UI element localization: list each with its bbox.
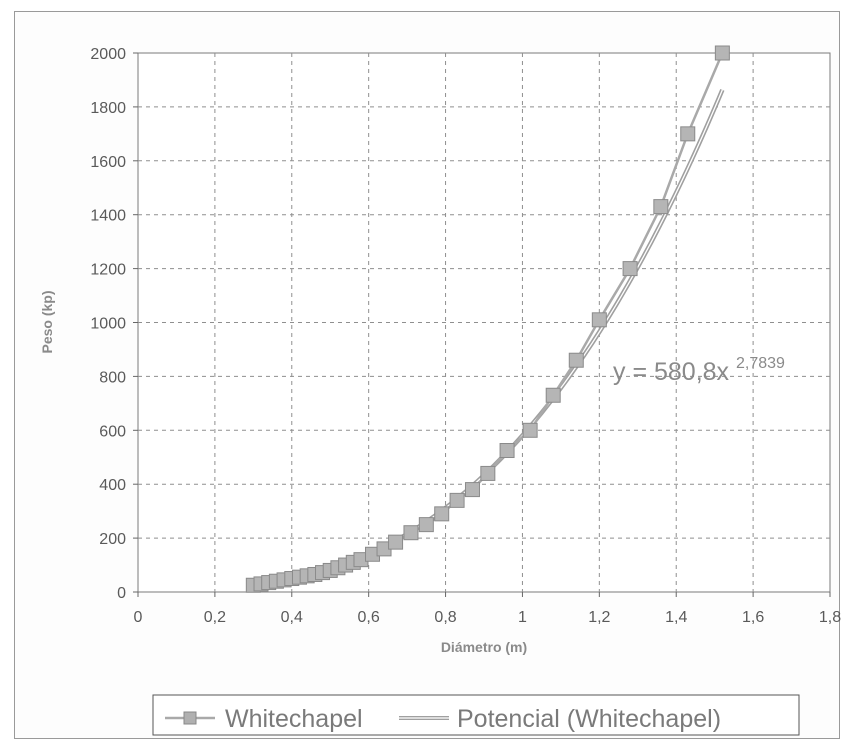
y-tick-label: 800 bbox=[99, 369, 126, 386]
data-point-whitechapel bbox=[388, 534, 404, 550]
data-point-whitechapel bbox=[522, 422, 538, 438]
x-tick-label: 0,4 bbox=[281, 609, 303, 626]
data-point-whitechapel bbox=[418, 517, 434, 533]
y-tick-label: 1200 bbox=[90, 262, 126, 279]
y-tick-label: 1000 bbox=[90, 316, 126, 333]
y-tick-label: 1800 bbox=[90, 100, 126, 117]
chart-frame: 0 0,2 0,4 0,6 0,8 1 1,2 1,4 1,6 1,8 0 200 400 600 800 1… bbox=[14, 11, 841, 739]
legend-label-potencial: Potencial (Whitechapel) bbox=[457, 705, 721, 733]
data-point-whitechapel bbox=[545, 387, 561, 403]
data-point-whitechapel bbox=[714, 45, 730, 61]
legend: Whitechapel Potencial (Whitechapel) bbox=[152, 694, 800, 736]
y-tick-label: 1400 bbox=[90, 208, 126, 225]
legend-marker-whitechapel bbox=[183, 711, 197, 725]
y-tick-label: 200 bbox=[99, 531, 126, 548]
y-tick-label: 400 bbox=[99, 477, 126, 494]
trendline-equation: y = 580,8x 2,7839 bbox=[613, 355, 785, 386]
y-axis-title: Peso (kp) bbox=[39, 290, 55, 353]
chart-svg: 0 0,2 0,4 0,6 0,8 1 1,2 1,4 1,6 1,8 0 200 400 600 800 1… bbox=[39, 45, 841, 736]
x-tick-label: 1,6 bbox=[742, 609, 764, 626]
y-tick-label: 0 bbox=[117, 585, 126, 602]
data-point-whitechapel bbox=[480, 465, 496, 481]
x-tick-label: 1 bbox=[518, 609, 527, 626]
y-tick-label: 1600 bbox=[90, 154, 126, 171]
data-point-whitechapel bbox=[680, 126, 696, 142]
legend-item-whitechapel: Whitechapel bbox=[165, 705, 363, 733]
y-tick-label: 2000 bbox=[90, 46, 126, 63]
x-tick-label: 0,2 bbox=[204, 609, 226, 626]
x-tick-label: 1,2 bbox=[588, 609, 610, 626]
legend-box bbox=[152, 694, 800, 736]
data-point-whitechapel bbox=[449, 492, 465, 508]
y-tick-label: 600 bbox=[99, 423, 126, 440]
x-tick-label: 0 bbox=[134, 609, 143, 626]
tick-layer: 0 0,2 0,4 0,6 0,8 1 1,2 1,4 1,6 1,8 0 200 400 600 800 1… bbox=[90, 46, 841, 626]
legend-item-potencial: Potencial (Whitechapel) bbox=[399, 705, 721, 733]
legend-label-whitechapel: Whitechapel bbox=[225, 705, 363, 733]
x-tick-label: 1,4 bbox=[665, 609, 687, 626]
x-axis-title: Diámetro (m) bbox=[441, 639, 527, 655]
equation-exponent: 2,7839 bbox=[736, 355, 785, 372]
data-point-whitechapel bbox=[499, 443, 515, 459]
x-tick-label: 0,6 bbox=[358, 609, 380, 626]
data-point-whitechapel bbox=[622, 261, 638, 277]
data-point-whitechapel bbox=[434, 506, 450, 522]
x-tick-label: 0,8 bbox=[434, 609, 456, 626]
data-point-whitechapel bbox=[464, 482, 480, 498]
x-tick-label: 1,8 bbox=[819, 609, 841, 626]
series-layer bbox=[245, 45, 730, 593]
data-point-whitechapel bbox=[653, 199, 669, 215]
equation-base: y = 580,8x bbox=[613, 358, 730, 386]
data-point-whitechapel bbox=[403, 525, 419, 541]
grid-layer bbox=[138, 53, 830, 592]
data-point-whitechapel bbox=[568, 352, 584, 368]
data-point-whitechapel bbox=[591, 312, 607, 328]
